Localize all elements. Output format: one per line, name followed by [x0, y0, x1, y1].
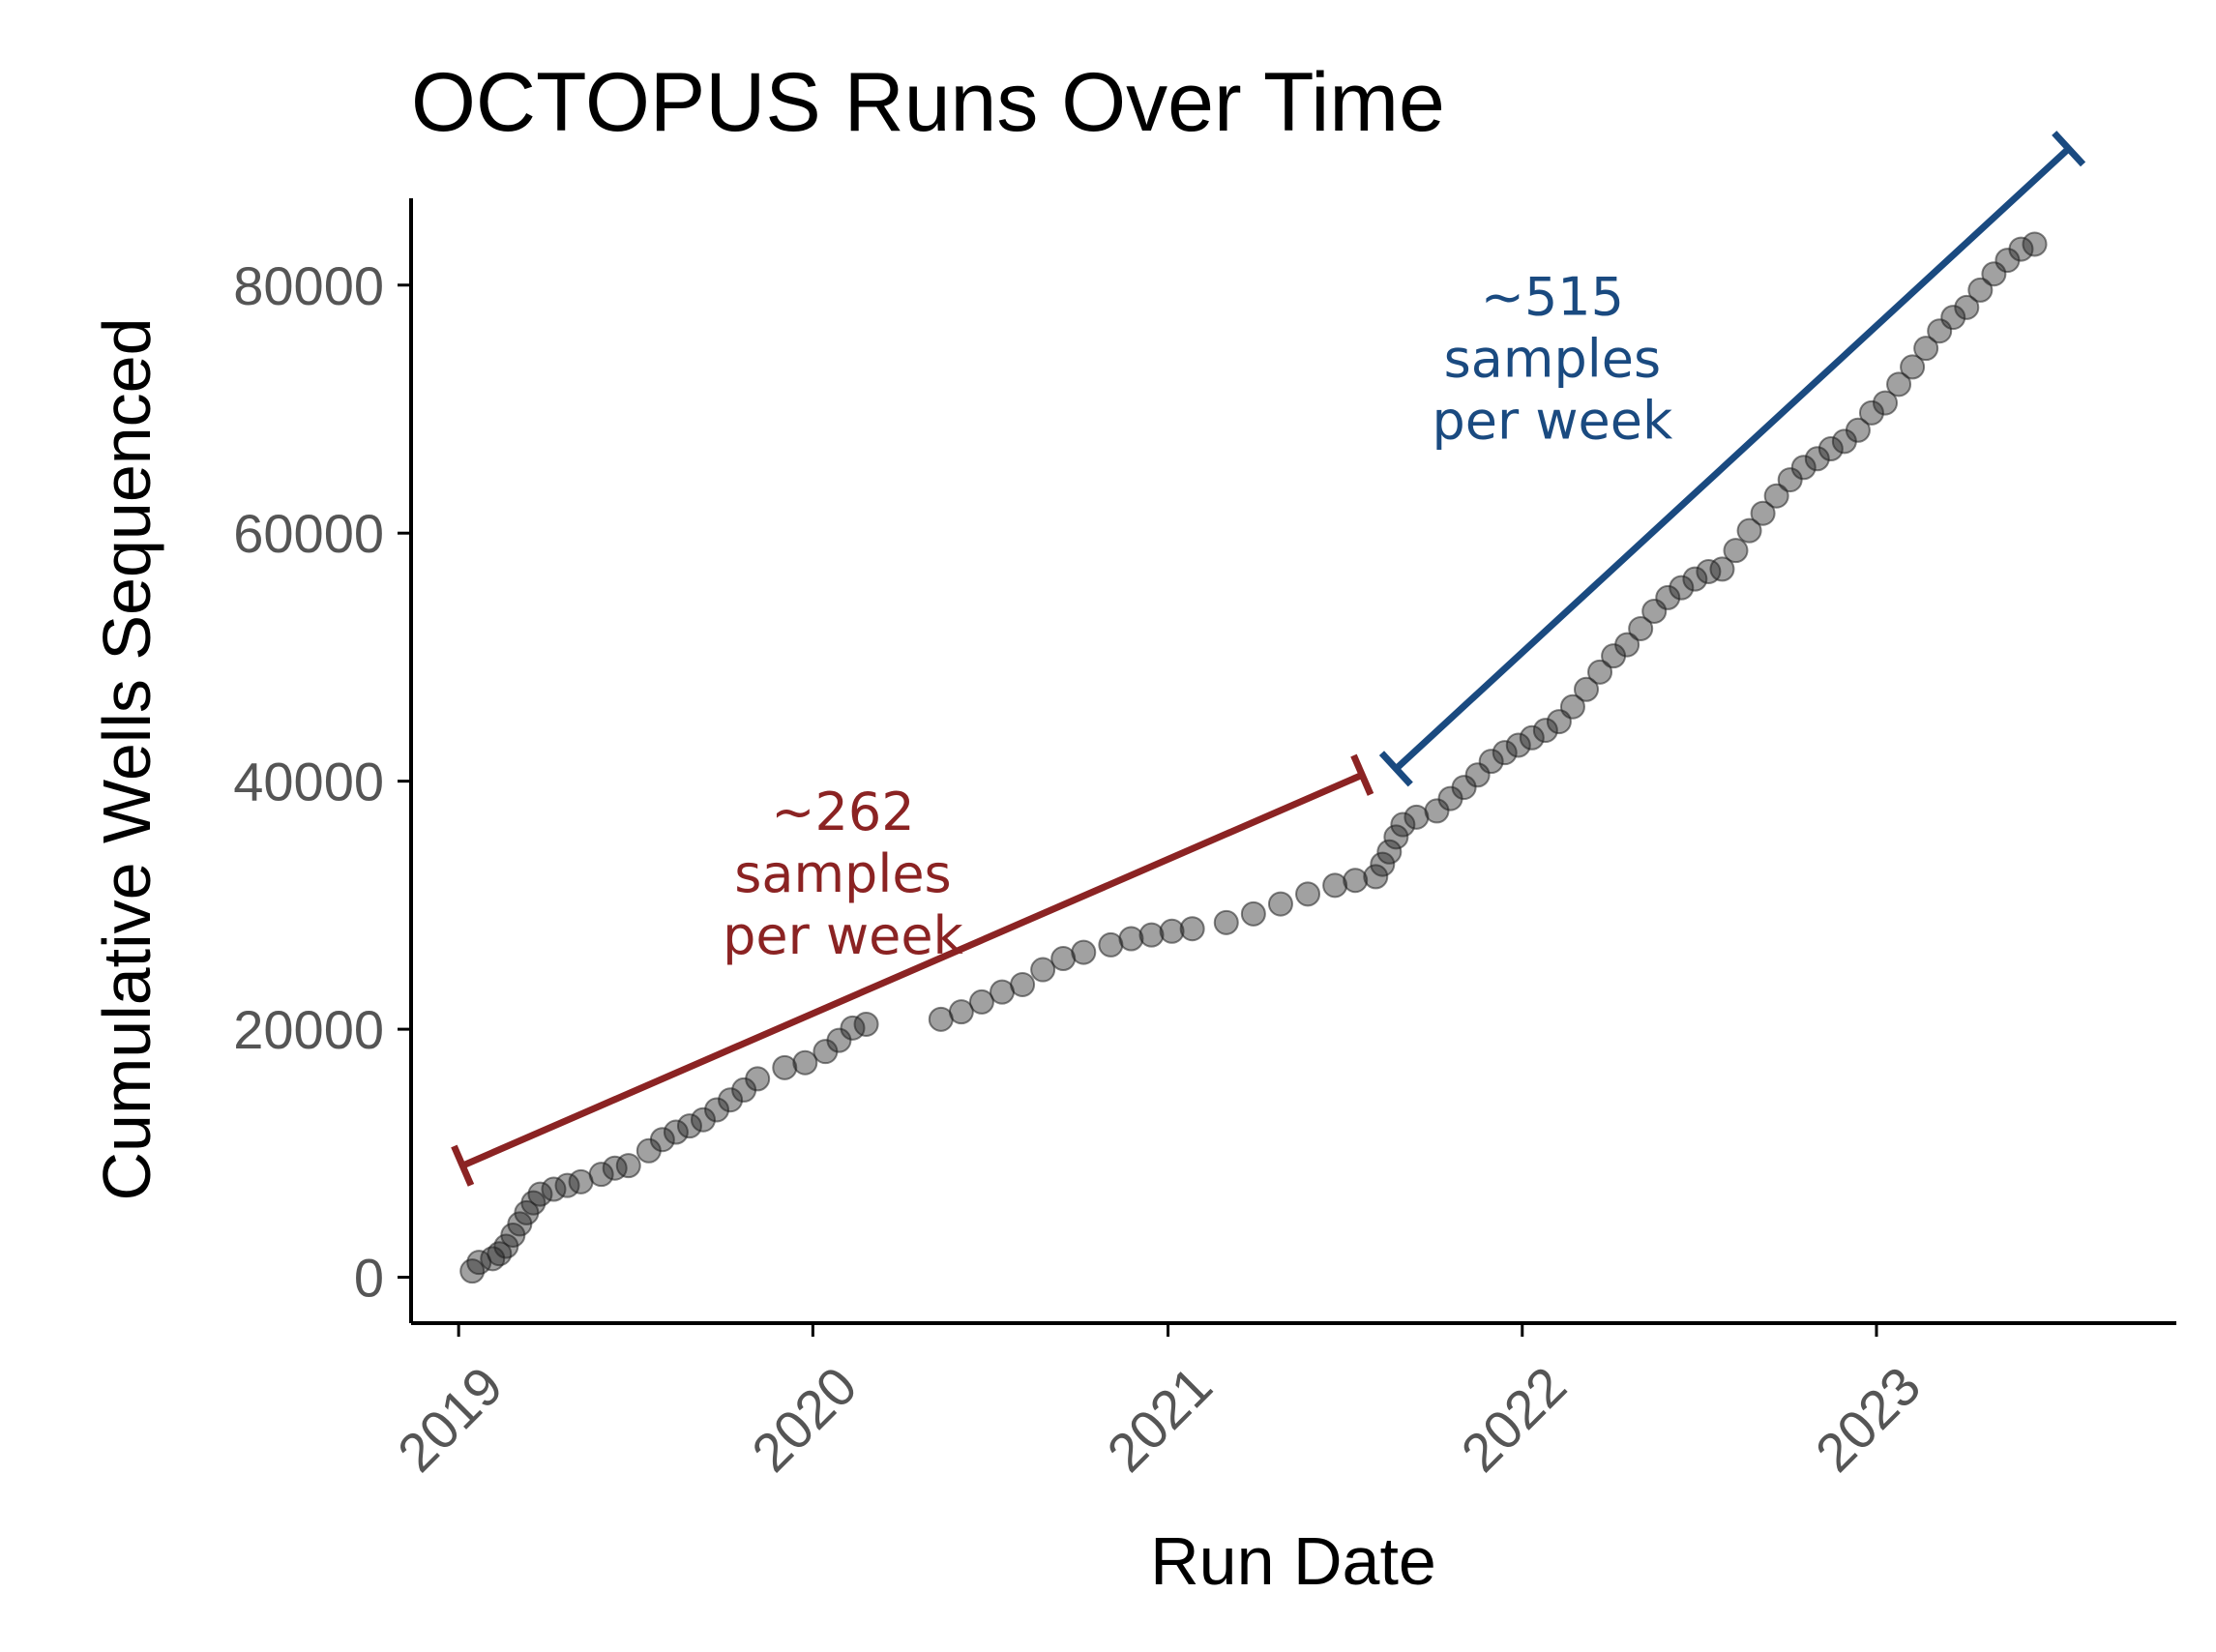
- data-point: [1376, 839, 1403, 865]
- x-tick-label: 2023: [1804, 1355, 1933, 1484]
- data-point: [1723, 538, 1749, 564]
- x-tick-label: 2019: [386, 1355, 515, 1484]
- data-point: [676, 1113, 702, 1139]
- data-point: [1559, 693, 1585, 720]
- data-point: [1010, 971, 1036, 997]
- data-point: [1363, 864, 1389, 890]
- y-tick-label: 20000: [233, 999, 384, 1060]
- data-point: [1492, 740, 1518, 766]
- data-point: [968, 988, 994, 1015]
- data-point: [1709, 556, 1735, 582]
- data-point: [487, 1241, 513, 1267]
- data-point: [1655, 584, 1681, 610]
- annotation-text-line: samples: [1444, 329, 1661, 390]
- data-point: [690, 1106, 716, 1133]
- data-point: [1886, 371, 1912, 398]
- data-point: [1587, 659, 1613, 685]
- y-tick-label: 0: [354, 1248, 384, 1309]
- annotation-text-line: per week: [1433, 391, 1673, 452]
- annotation-bracket-cap: [1378, 751, 1413, 787]
- y-tick-label: 40000: [233, 752, 384, 812]
- points-layer: [459, 231, 2048, 1284]
- data-point: [1159, 918, 1185, 944]
- annotation-bracket-line: [460, 772, 1364, 1169]
- data-point: [1322, 872, 1348, 899]
- data-point: [1138, 922, 1165, 948]
- data-point: [1383, 824, 1409, 850]
- annotation-text-line: ~262: [771, 782, 914, 842]
- data-point: [1954, 294, 1980, 320]
- data-point: [1858, 399, 1884, 426]
- data-point: [745, 1066, 771, 1092]
- data-point: [1763, 483, 1789, 509]
- x-tick-label: 2022: [1449, 1355, 1578, 1484]
- data-point: [1505, 732, 1531, 758]
- x-tick-label: 2021: [1095, 1355, 1224, 1484]
- data-point: [718, 1087, 744, 1113]
- data-point: [1295, 881, 1321, 907]
- data-point: [1682, 566, 1708, 592]
- data-point: [1817, 436, 1844, 462]
- annotation-bracket-line: [1393, 146, 2072, 772]
- data-point: [1343, 868, 1369, 894]
- annotation-text-line: samples: [734, 843, 951, 904]
- data-point: [588, 1162, 614, 1188]
- data-point: [792, 1049, 818, 1076]
- y-axis-ticks: 0 20000 40000 60000 80000: [233, 255, 411, 1309]
- data-point: [1478, 749, 1504, 775]
- data-point: [1845, 417, 1871, 443]
- data-point: [1900, 354, 1926, 380]
- y-tick-label: 80000: [233, 255, 384, 316]
- data-point: [704, 1097, 730, 1123]
- data-point: [527, 1181, 553, 1207]
- data-point: [1628, 615, 1654, 641]
- annotation-text-line: ~515: [1481, 267, 1624, 328]
- data-point: [1573, 676, 1599, 702]
- data-point: [1913, 336, 1939, 362]
- data-point: [649, 1127, 675, 1153]
- data-point: [1370, 851, 1396, 877]
- data-point: [1179, 916, 1205, 942]
- data-point: [1240, 900, 1266, 927]
- data-point: [1873, 390, 1899, 416]
- data-point: [1669, 575, 1695, 601]
- data-point: [1532, 718, 1558, 744]
- chart-title: OCTOPUS Runs Over Time: [411, 56, 1445, 149]
- data-point: [663, 1119, 689, 1145]
- x-axis-ticks: 2019 2020 2021 2022 2023: [386, 1323, 1932, 1483]
- y-axis-title: Cumulative Wells Sequenced: [89, 317, 164, 1200]
- data-point: [2008, 236, 2034, 262]
- data-point: [1071, 939, 1097, 965]
- data-point: [1267, 891, 1293, 917]
- data-point: [1750, 500, 1776, 526]
- annotation-text-line: per week: [723, 905, 963, 966]
- x-tick-label: 2020: [740, 1355, 869, 1484]
- x-axis-title: Run Date: [1150, 1523, 1436, 1599]
- data-point: [1967, 277, 1994, 303]
- data-point: [1804, 446, 1830, 472]
- annotation-bracket-cap: [2052, 131, 2086, 167]
- data-point: [1790, 455, 1817, 481]
- data-point: [1519, 724, 1545, 751]
- annotation-bracket-cap: [1350, 753, 1374, 796]
- data-point: [1614, 632, 1640, 658]
- annotation-bracket-cap: [451, 1144, 475, 1187]
- data-point: [1118, 926, 1144, 952]
- data-point: [853, 1011, 879, 1037]
- data-point: [948, 999, 974, 1025]
- data-point: [1390, 811, 1416, 838]
- data-point: [2022, 231, 2048, 257]
- data-point: [1030, 957, 1056, 983]
- data-point: [1213, 909, 1239, 935]
- data-point: [1940, 305, 1966, 331]
- data-point: [772, 1054, 798, 1080]
- y-tick-label: 60000: [233, 503, 384, 564]
- data-point: [615, 1153, 641, 1179]
- data-point: [1736, 517, 1762, 544]
